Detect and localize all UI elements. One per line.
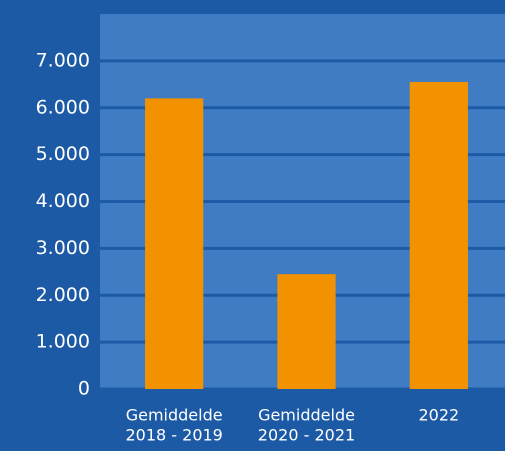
bar [145,98,204,389]
y-tick-label: 2.000 [36,284,90,306]
y-tick-label: 6.000 [36,96,90,118]
y-tick-label: 0 [78,378,90,400]
x-tick-label: 2022 [418,406,459,425]
y-tick-label: 7.000 [36,49,90,71]
y-tick-label: 1.000 [36,331,90,353]
x-tick-label: 2018 - 2019 [125,426,222,445]
y-tick-label: 3.000 [36,237,90,259]
x-tick-label: Gemiddelde [126,406,223,425]
x-tick-label: 2020 - 2021 [258,426,355,445]
y-tick-label: 4.000 [36,190,90,212]
bar [277,274,336,389]
y-tick-label: 5.000 [36,143,90,165]
bar [409,81,468,389]
x-tick-label: Gemiddelde [258,406,355,425]
